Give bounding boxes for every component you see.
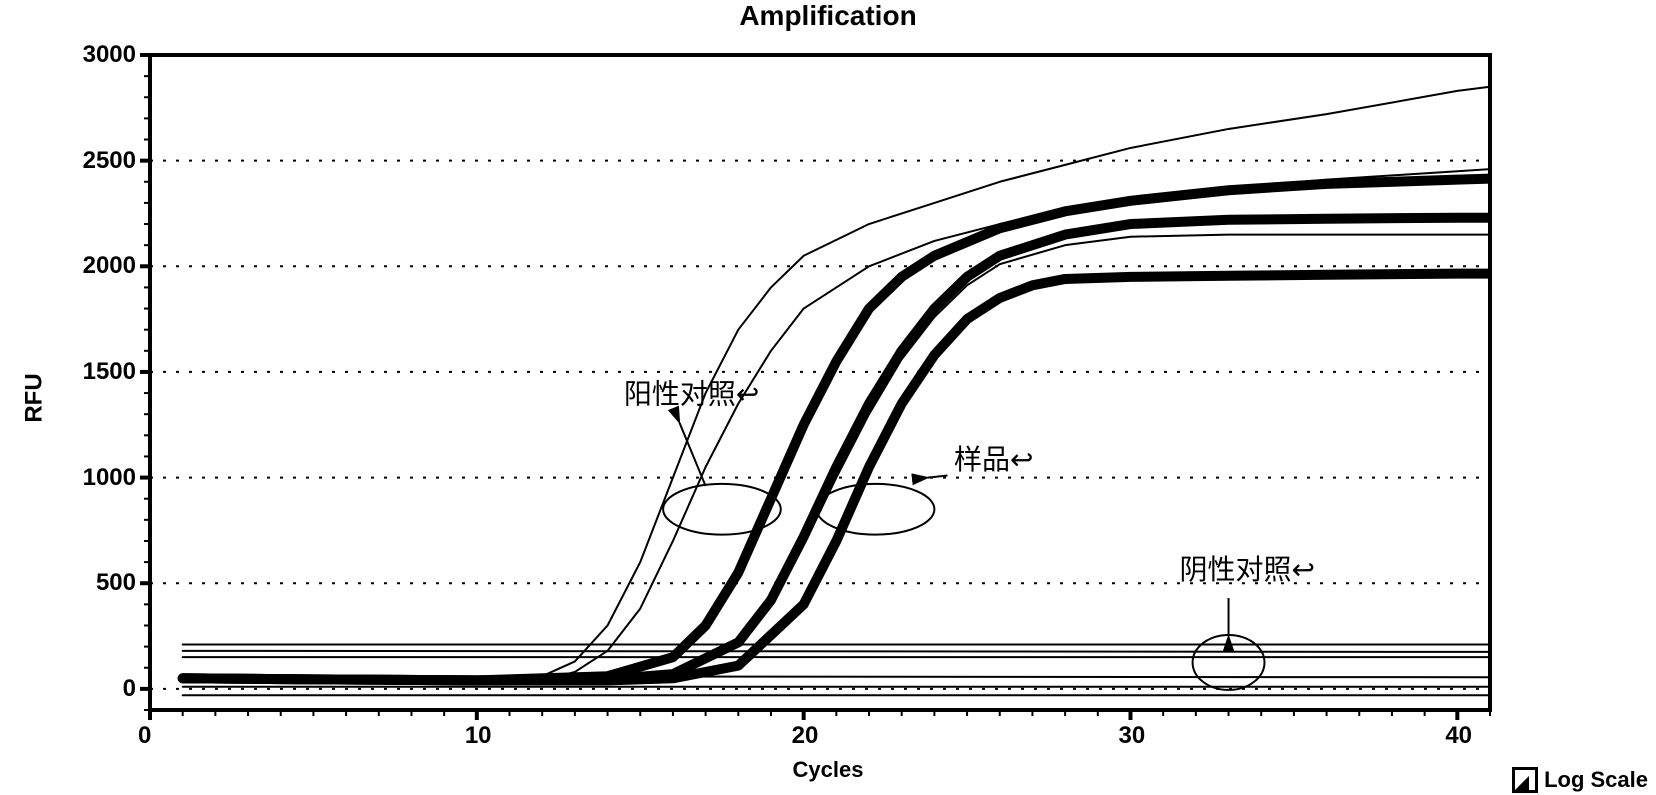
x-tick-label: 30 bbox=[1118, 722, 1145, 750]
x-tick-label: 10 bbox=[465, 722, 492, 750]
log-scale-toggle[interactable]: Log Scale bbox=[1512, 767, 1648, 793]
y-tick-label: 1500 bbox=[83, 358, 136, 386]
x-tick-label: 40 bbox=[1445, 722, 1472, 750]
log-scale-label: Log Scale bbox=[1544, 767, 1648, 793]
y-tick-label: 0 bbox=[123, 675, 136, 703]
x-tick-label: 0 bbox=[138, 722, 151, 750]
checkbox-icon bbox=[1512, 767, 1538, 793]
svg-text:阳性对照↩: 阳性对照↩ bbox=[624, 379, 759, 410]
y-tick-label: 2500 bbox=[83, 147, 136, 175]
amplification-plot: 阳性对照↩ 样品↩ 阴性对照↩ bbox=[0, 0, 1656, 795]
x-tick-label: 20 bbox=[792, 722, 819, 750]
chart-container: Amplification RFU Cycles 阳性对照↩样品↩阴性对照↩ 0… bbox=[0, 0, 1656, 795]
y-tick-label: 2000 bbox=[83, 252, 136, 280]
svg-text:样品↩: 样品↩ bbox=[954, 444, 1033, 475]
y-tick-label: 500 bbox=[96, 569, 136, 597]
svg-text:阴性对照↩: 阴性对照↩ bbox=[1180, 554, 1315, 585]
y-tick-label: 3000 bbox=[83, 41, 136, 69]
y-tick-label: 1000 bbox=[83, 464, 136, 492]
